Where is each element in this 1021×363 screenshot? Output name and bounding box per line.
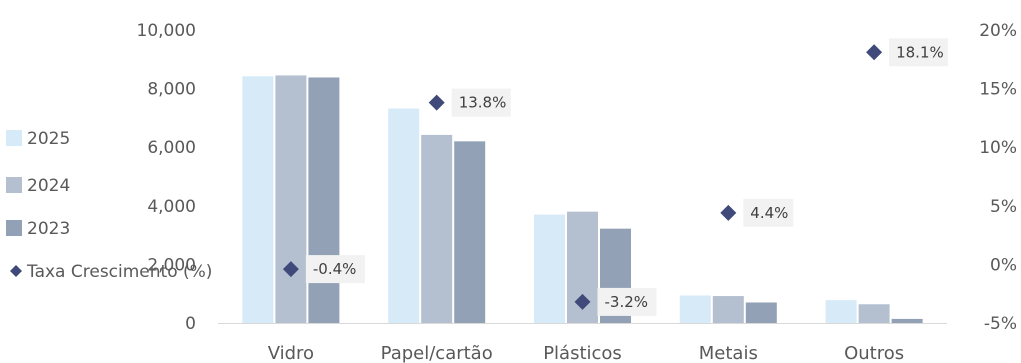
right-y-tick-label: 15% [979,80,1017,100]
growth-marker [282,261,299,278]
bar-2025-2 [388,108,420,323]
bar-layer [242,75,923,323]
bar-2025-3 [534,214,565,323]
bar-2025-5 [825,300,857,323]
legend-label-2025: 2025 [27,129,70,149]
legend-label-2023: 2023 [27,219,70,239]
x-tick-label: Plásticos [543,343,622,363]
bar-2025-4 [679,295,711,323]
legend-label-2024: 2024 [27,176,70,196]
bar-2024-5 [858,304,890,323]
right-y-tick-label: 0% [990,255,1017,275]
right-y-tick-label: -5% [984,314,1017,334]
bar-2024-4 [712,296,744,323]
bar-2023-5 [891,318,923,323]
bar-2023-2 [454,141,486,323]
growth-marker [428,94,445,111]
legend-swatch-2024 [6,177,22,193]
legend-diamond-marker [10,265,22,277]
left-y-tick-label: 6,000 [147,138,196,158]
growth-label-box [597,287,657,316]
growth-label-box [889,38,949,67]
right-y-axis: -5% 0% 5% 10% 15% 20% [979,21,1017,334]
left-y-tick-label: 2,000 [147,255,196,275]
bar-2025-1 [242,76,274,323]
bar-2023-1 [308,77,340,323]
x-tick-label: Metais [699,343,758,363]
legend-swatch-2025 [6,130,22,146]
growth-label-box [743,198,794,227]
growth-data-label: 4.4% [750,204,788,222]
left-y-tick-label: 0 [185,314,196,334]
right-y-tick-label: 10% [979,138,1017,158]
legend-swatch-2023 [6,220,22,236]
bar-2023-4 [745,302,777,323]
growth-marker [574,293,591,310]
growth-data-label: 18.1% [896,43,944,61]
growth-marker [866,44,883,61]
legend-label-growth: Taxa Crescimento (%) [26,262,212,282]
left-y-tick-label: 8,000 [147,80,196,100]
left-y-tick-label: 10,000 [137,21,196,41]
x-tick-label: Outros [844,343,904,363]
growth-data-label: -3.2% [605,293,649,311]
left-y-tick-label: 4,000 [147,197,196,217]
x-tick-label: Vidro [268,343,314,363]
growth-rate-layer: -0.4% 13.8% -3.2% 4.4% 18.1% [282,38,949,316]
growth-marker [720,204,737,221]
right-y-tick-label: 20% [979,21,1017,41]
growth-label-box [451,88,511,117]
bar-2024-1 [275,75,307,323]
x-axis: Vidro Papel/cartão Plásticos Metais Outros [218,323,947,363]
growth-data-label: 13.8% [459,94,507,112]
bar-2024-2 [421,134,453,323]
legend: 2025 2024 2023 Taxa Crescimento (%) [6,129,212,282]
left-y-axis: 0 2,000 4,000 6,000 8,000 10,000 [137,21,196,334]
growth-label-box [305,255,365,284]
x-tick-label: Papel/cartão [381,343,493,363]
growth-data-label: -0.4% [313,260,357,278]
right-y-tick-label: 5% [990,197,1017,217]
